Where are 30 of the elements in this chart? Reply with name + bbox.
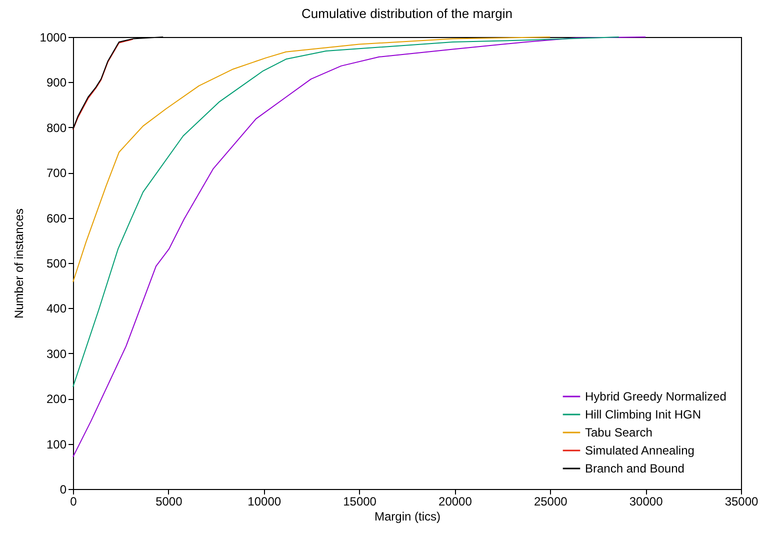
legend-label: Hill Climbing Init HGN xyxy=(585,408,702,422)
y-tick-label: 200 xyxy=(46,392,67,406)
line-series xyxy=(72,38,134,130)
y-tick-label: 1000 xyxy=(40,30,67,44)
x-axis-title: Margin (tics) xyxy=(374,510,441,524)
y-tick-label: 800 xyxy=(46,120,67,135)
y-tick-label: 400 xyxy=(46,302,67,316)
legend-label: Hybrid Greedy Normalized xyxy=(585,390,726,404)
chart-title: Cumulative distribution of the margin xyxy=(302,6,512,21)
x-tick-label: 0 xyxy=(70,494,78,508)
line-series xyxy=(72,36,551,282)
x-tick-label: 30000 xyxy=(629,494,664,508)
y-tick-label: 600 xyxy=(46,211,67,226)
x-tick-label: 20000 xyxy=(438,494,472,508)
legend-label: Tabu Search xyxy=(585,426,652,440)
y-tick-label: 0 xyxy=(60,482,67,496)
y-tick-label: 100 xyxy=(46,437,67,452)
y-tick-label: 700 xyxy=(46,166,67,180)
y-tick-label: 500 xyxy=(46,256,67,270)
x-tick-label: 15000 xyxy=(343,494,377,508)
legend-label: Simulated Annealing xyxy=(585,444,694,458)
x-tick-label: 5000 xyxy=(156,494,183,508)
y-tick-label: 300 xyxy=(46,346,67,361)
x-tick-label: 25000 xyxy=(534,494,568,508)
line-series xyxy=(72,36,620,388)
y-tick-label: 900 xyxy=(46,76,67,90)
y-axis-title: Number of instances xyxy=(12,208,26,319)
x-tick-label: 35000 xyxy=(724,494,759,508)
legend-label: Branch and Bound xyxy=(585,462,684,476)
x-tick-label: 10000 xyxy=(248,494,282,508)
